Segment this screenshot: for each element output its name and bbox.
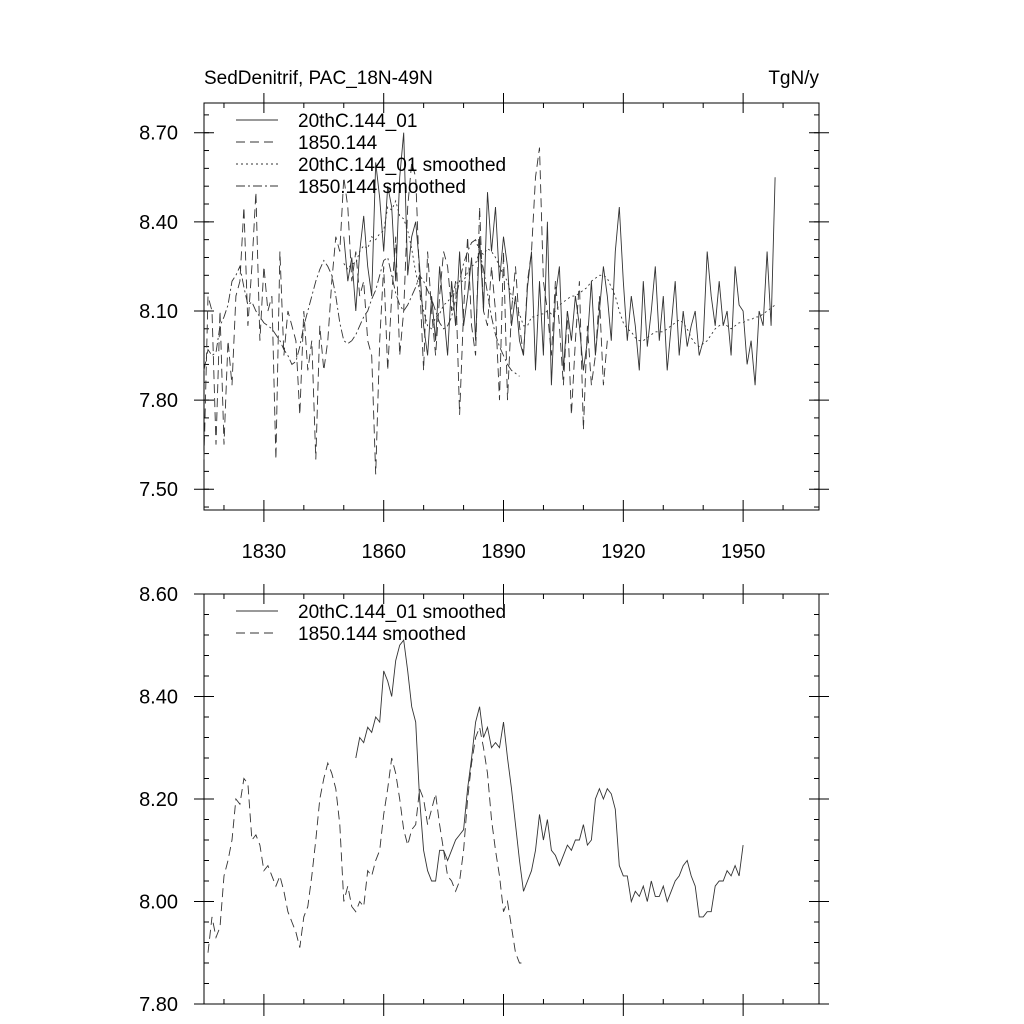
legend-label: 1850.144 smoothed	[298, 624, 466, 645]
legend-label: 1850.144	[298, 133, 378, 154]
x-tick-label: 1830	[242, 541, 287, 563]
bottom-plot-frame	[203, 593, 820, 1005]
x-tick-label: 1950	[721, 541, 766, 563]
y-tick-label: 7.80	[139, 390, 178, 412]
y-tick-label: 7.50	[139, 479, 178, 501]
top-chart-units: TgN/y	[768, 68, 819, 89]
top-axis-labels: 7.50 7.80 8.10 8.40 8.70 1830 1860 1890 1920 1950	[139, 123, 765, 563]
y-tick-label: 8.00	[139, 892, 178, 914]
bottom-axis-ticks	[194, 584, 829, 1016]
y-tick-label: 8.20	[139, 789, 178, 811]
top-chart-title: SedDenitrif, PAC_18N-49N	[204, 68, 433, 89]
legend-label: 20thC.144_01 smoothed	[298, 602, 506, 623]
top-axis-ticks	[194, 93, 829, 522]
legend-label: 20thC.144_01	[298, 111, 417, 132]
series-line-dashed	[207, 725, 524, 964]
bottom-series-layer	[207, 638, 744, 964]
series-line-dotted	[343, 199, 776, 348]
legend-label: 1850.144 smoothed	[298, 177, 466, 198]
y-tick-label: 8.40	[139, 687, 178, 709]
y-tick-label: 8.10	[139, 301, 178, 323]
y-tick-label: 8.40	[139, 212, 178, 234]
series-line-solid	[343, 132, 776, 386]
top-plot-frame	[203, 102, 820, 511]
y-tick-label: 7.80	[139, 994, 178, 1016]
y-tick-label: 8.60	[139, 584, 178, 606]
top-panel: SedDenitrif, PAC_18N-49N TgN/y 7.50 7.80 8…	[139, 68, 829, 563]
x-tick-label: 1890	[481, 541, 526, 563]
x-tick-label: 1920	[601, 541, 646, 563]
bottom-panel: 7.80 8.00 8.20 8.40 8.60 20thC.144_01 smooth…	[139, 584, 829, 1016]
y-tick-label: 8.70	[139, 123, 178, 145]
legend-label: 20thC.144_01 smoothed	[298, 155, 506, 176]
top-series-layer	[203, 132, 776, 475]
series-line-dash-dot	[203, 238, 520, 377]
series-line-solid	[355, 638, 744, 918]
bottom-axis-labels: 7.80 8.00 8.20 8.40 8.60	[139, 584, 178, 1016]
x-tick-label: 1860	[361, 541, 406, 563]
